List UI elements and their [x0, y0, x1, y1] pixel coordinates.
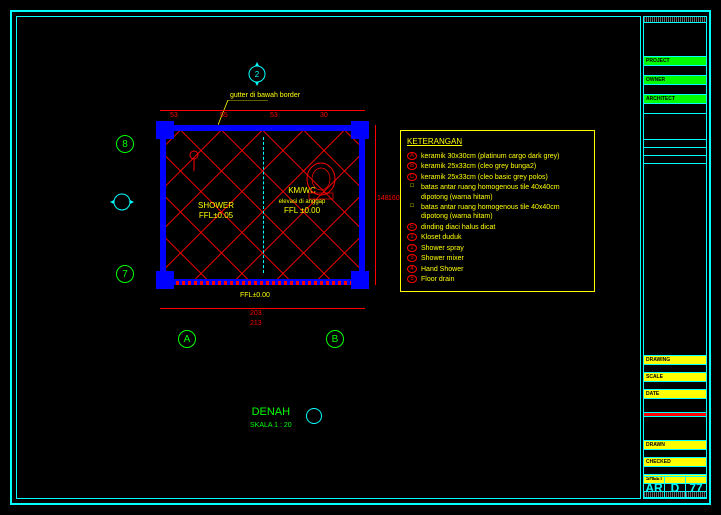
room-shower: SHOWER FFL±0.05 [186, 201, 246, 220]
legend-item: 5Floor drain [407, 275, 588, 284]
toilet-fixture [303, 161, 339, 201]
gutter-note: gutter di bawah border [230, 92, 300, 99]
legend-item: Ckeramik 25x33cm (cleo basic grey polos) [407, 173, 588, 182]
dim-right-outer: 160 [388, 195, 400, 202]
legend-item: Bkeramik 25x33cm (cleo grey bunga2) [407, 162, 588, 171]
tb-yellow-4: DRAWN [644, 441, 706, 450]
legend-item: 3Shower mixer [407, 254, 588, 263]
legend-title: KETERANGAN [407, 137, 588, 148]
dim-bot-outer: 213 [250, 320, 262, 327]
grid-b: B [326, 330, 344, 348]
dim-bot-inner: 203 [250, 310, 262, 317]
grid-7: 7 [116, 265, 134, 283]
svg-text:2: 2 [255, 70, 260, 79]
dim-top-seg-a: 53 [170, 112, 178, 119]
tb-green-2: OWNER [644, 76, 706, 85]
section-mark-left [110, 190, 134, 214]
dim-top-seg-b: 55 [220, 112, 228, 119]
tb-yellow-2: SCALE [644, 373, 706, 382]
legend-item: □batas antar ruang homogenous tile 40x40… [407, 203, 588, 222]
column-tr [351, 121, 369, 139]
legend-box: KETERANGAN Akeramik 30x30cm (platinum ca… [400, 130, 595, 292]
dim-top-seg-d: 30 [320, 112, 328, 119]
legend-item: Akeramik 30x30cm (platinum cargo dark gr… [407, 152, 588, 161]
title-mark-icon [306, 408, 322, 424]
tb-green-1: PROJECT [644, 57, 706, 66]
column-bl [156, 271, 174, 289]
column-br [351, 271, 369, 289]
room-walls: SHOWER FFL±0.05 KM/WC elevasi di anggap … [160, 125, 365, 285]
dim-right [375, 125, 376, 285]
column-tl [156, 121, 174, 139]
title-block: PROJECT OWNER ARCHITECT DRAWING SCALE DA… [643, 16, 707, 499]
room-divider [263, 137, 264, 273]
legend-item: 1Kloset duduk [407, 233, 588, 242]
tb-yellow-5: CHECKED [644, 458, 706, 467]
section-mark-top: 2 [245, 62, 269, 86]
legend-item: □batas antar ruang homogenous tile 40x40… [407, 183, 588, 202]
grid-a: A [178, 330, 196, 348]
ground-ffl: FFL±0.00 [240, 292, 270, 299]
legend-item: 2Shower spray [407, 244, 588, 253]
dim-right-inner: 148 [377, 195, 389, 202]
drawing-area: gutter di bawah border 2 8 7 A B 53 55 5… [30, 30, 610, 480]
tb-green-3: ARCHITECT [644, 95, 706, 104]
shower-fixture [184, 149, 204, 173]
grid-8: 8 [116, 135, 134, 153]
drawing-title: DENAH SKALA 1 : 20 [250, 406, 292, 430]
tb-yellow-3: DATE [644, 390, 706, 399]
sheet-num: 77 [686, 477, 706, 498]
floor-plan: SHOWER FFL±0.05 KM/WC elevasi di anggap … [160, 125, 365, 285]
sheet-code: AR D 77 [644, 476, 706, 498]
dim-top-seg-c: 53 [270, 112, 278, 119]
legend-item: Edinding diaci halus dicat [407, 223, 588, 232]
sheet-ar: AR [644, 477, 665, 498]
threshold [176, 281, 356, 285]
tb-yellow-1: DRAWING [644, 356, 706, 365]
sheet-d: D [665, 477, 686, 498]
legend-item: 4Hand Shower [407, 265, 588, 274]
dim-bot-line [160, 308, 365, 309]
dim-top-outer [160, 110, 365, 111]
